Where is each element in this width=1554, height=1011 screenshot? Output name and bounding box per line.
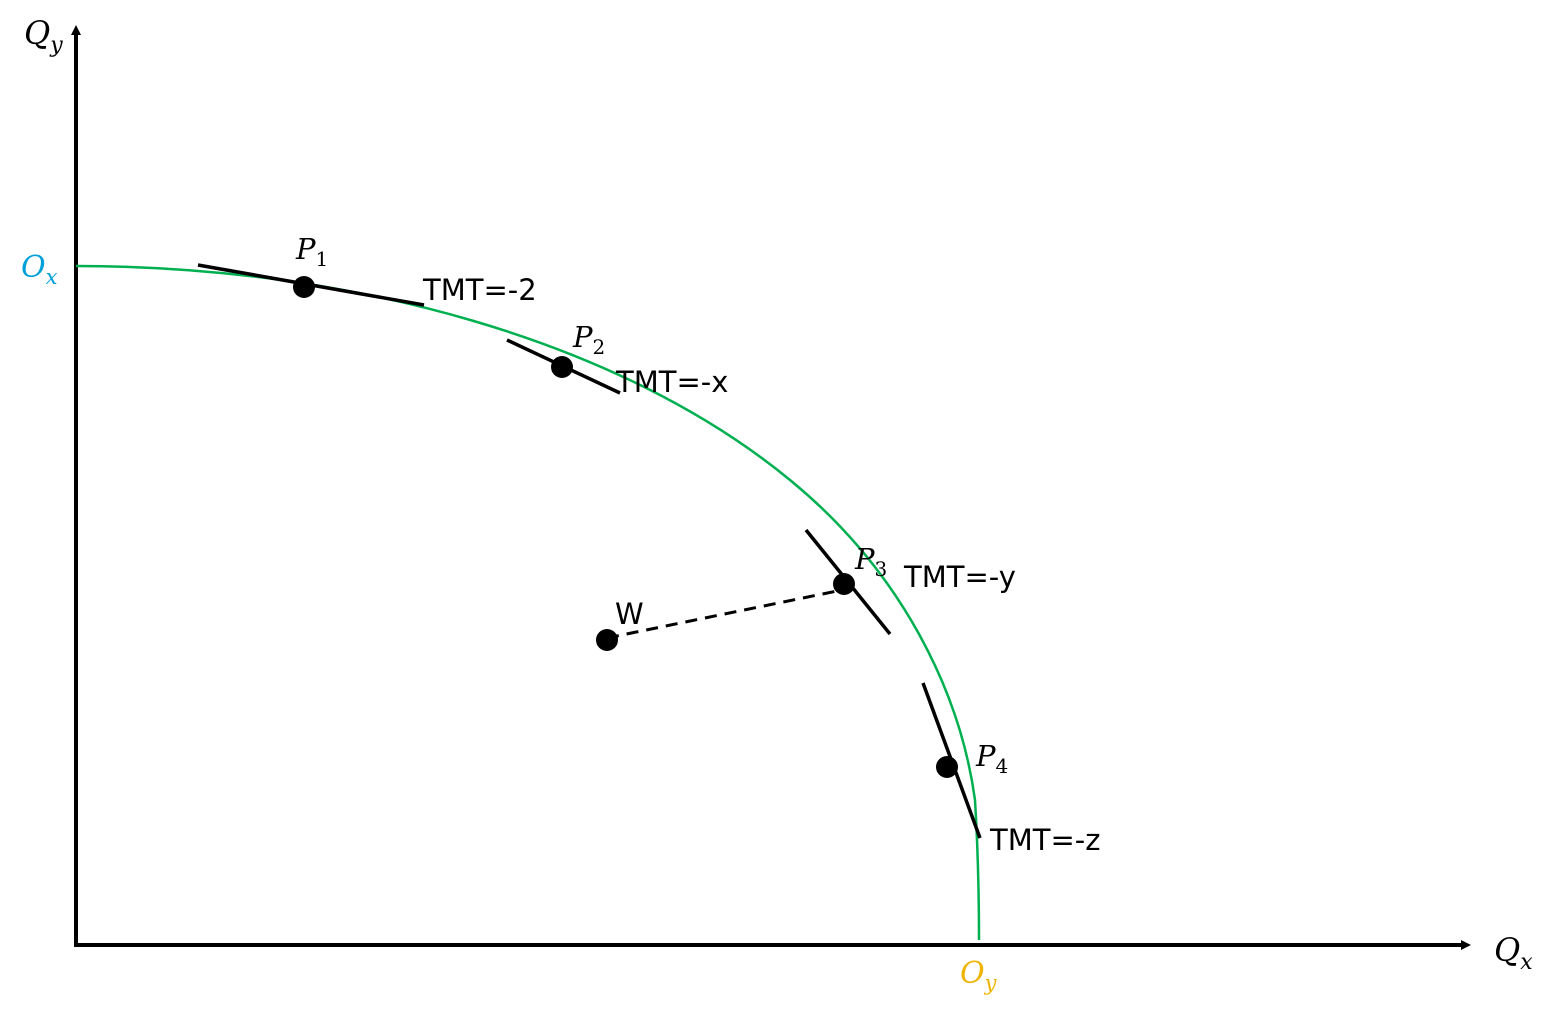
tmt-label-p2: TMT=-x [615, 365, 728, 399]
x-intercept-label: Oy [960, 956, 998, 995]
point-p4-label: P4 [975, 739, 1008, 778]
x-axis-label: Qx [1494, 931, 1533, 975]
tmt-label-p1: TMT=-2 [422, 273, 537, 307]
y-intercept-label: Ox [21, 250, 58, 289]
ppf-curve [75, 264, 981, 941]
point-w [596, 629, 618, 651]
point-p4 [936, 756, 958, 778]
point-w-label: W [615, 597, 644, 631]
point-p1 [293, 276, 315, 298]
point-p2-label: P2 [572, 320, 605, 359]
point-p3 [833, 573, 855, 595]
tmt-label-p4: TMT=-z [989, 823, 1100, 857]
y-axis-label: Qy [24, 14, 63, 58]
point-p1-label: P1 [295, 232, 328, 271]
tmt-label-p3: TMT=-y [903, 560, 1016, 594]
point-p2 [551, 356, 573, 378]
point-p3-label: P3 [854, 542, 887, 581]
